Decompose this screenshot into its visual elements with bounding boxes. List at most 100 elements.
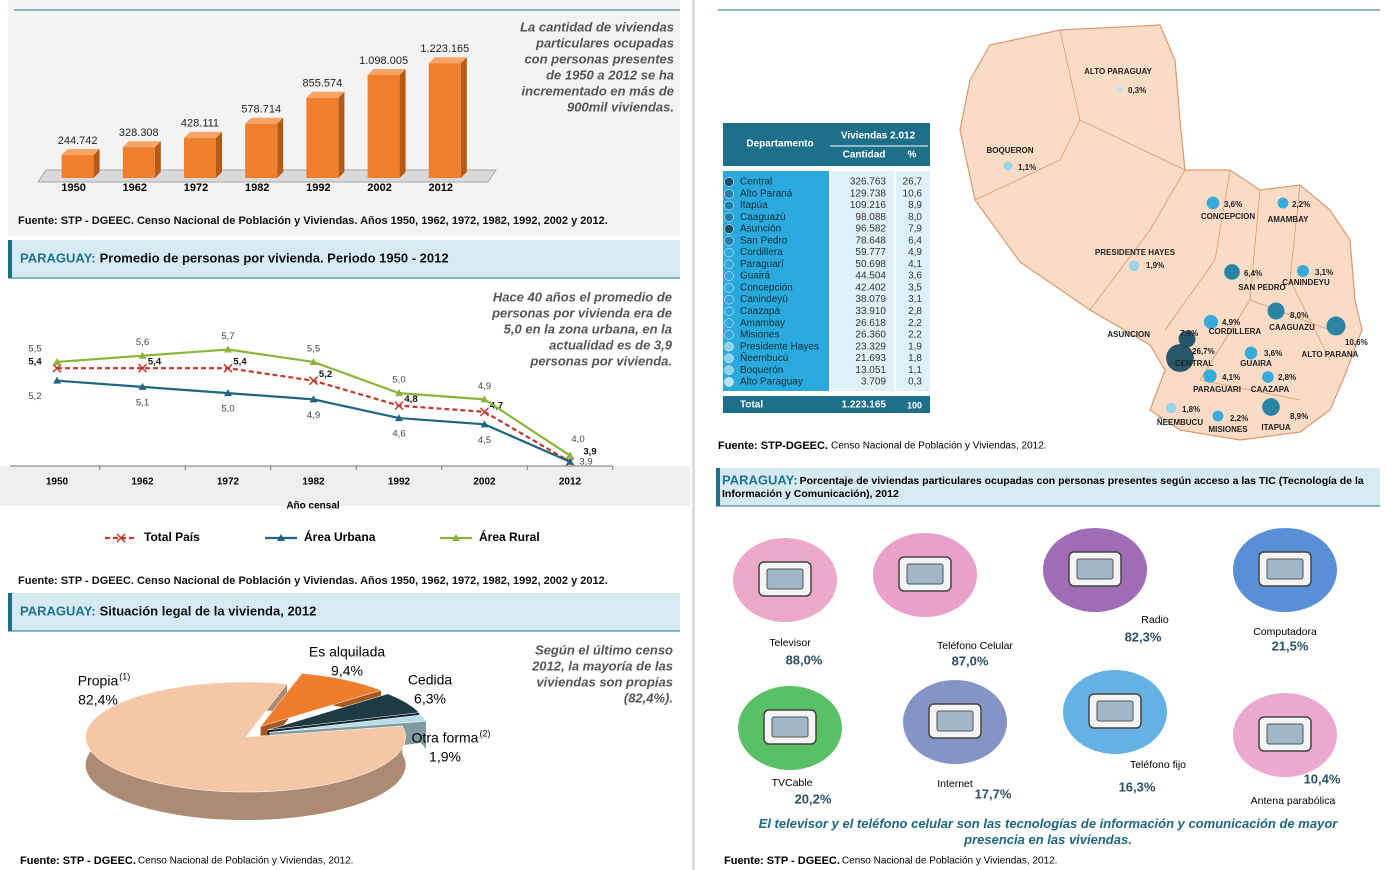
note: de 1950 a 2012 se ha: [546, 67, 674, 82]
bubble-value: 8,9%: [1290, 412, 1308, 421]
pie-label: Propia: [78, 673, 119, 689]
bubble-value: 2,8%: [1278, 373, 1296, 382]
bubble-value: 1,9%: [1146, 261, 1164, 270]
value-label: 5,0: [392, 375, 405, 386]
bubble-name: MISIONES: [1208, 425, 1248, 434]
bar: [367, 74, 400, 178]
marker: [138, 382, 147, 390]
bubble: [1212, 410, 1224, 422]
table-cell: 3,1: [908, 294, 922, 305]
chart-title: Situación legal de la vivienda, 2012: [100, 603, 317, 618]
bubble-value: 8,0%: [1290, 311, 1308, 320]
table-cell: 50.698: [855, 259, 886, 270]
x-tick-label: 2002: [367, 182, 391, 194]
table-cell: Itapúa: [740, 200, 768, 211]
bubble: [1262, 371, 1274, 383]
legend-marker: [277, 534, 285, 541]
legend-label: Área Rural: [479, 529, 540, 544]
bubble-value: 10,6%: [1345, 338, 1368, 347]
bubble: [1277, 197, 1289, 209]
source-label: Fuente: STP - DGEEC.: [724, 855, 840, 867]
value-label: 5,0: [221, 404, 234, 415]
value-label: 5,7: [221, 331, 234, 342]
table-cell: 33.910: [855, 306, 886, 317]
bar: [184, 137, 216, 178]
pie-label: Otra forma: [412, 730, 479, 746]
icon-screen: [1076, 558, 1114, 580]
banner-accent: [8, 240, 12, 278]
value-label: 4,6: [392, 429, 405, 440]
table-cell: Total: [740, 400, 763, 411]
source: Censo Nacional de Población y Viviendas,…: [842, 856, 1058, 867]
table-cell: San Pedro: [740, 235, 788, 246]
table-cell: Alto Paraguay: [740, 377, 803, 388]
value-label: 4,9: [478, 381, 491, 392]
bubble-name: SAN PEDRO: [1238, 283, 1286, 292]
table-cell: 13.051: [855, 365, 886, 376]
table-header: %: [908, 150, 917, 161]
marker: [480, 420, 489, 428]
value-label: 5,6: [136, 337, 149, 348]
table-cell: Alto Paraná: [740, 188, 793, 199]
pie-slice: [267, 693, 420, 731]
note: personas por vivienda.: [529, 353, 672, 368]
marker: [308, 376, 319, 386]
table-cell: 2,2: [908, 318, 922, 329]
chart-title: Promedio de personas por vivienda. Perio…: [100, 250, 449, 265]
row-dot: [724, 330, 734, 340]
banner-accent: [8, 593, 12, 631]
bubble: [1166, 344, 1194, 372]
item-name: Radio: [1141, 614, 1169, 626]
value-label: 1.223.165: [420, 43, 469, 55]
bubble-name: ÑEEMBUCU: [1157, 418, 1203, 427]
row-dot: [724, 212, 734, 223]
x-tick-label: 1992: [306, 182, 330, 194]
note: 900mil viviendas.: [567, 99, 674, 114]
marker: [566, 451, 574, 459]
pie-value-label: 6,3%: [414, 691, 446, 707]
table-cell: Boquerón: [740, 365, 783, 376]
value-label: 5,2: [28, 391, 41, 402]
bubble-value: 6,4%: [1244, 269, 1262, 278]
source: Fuente: STP - DGEEC. Censo Nacional de P…: [18, 215, 608, 227]
banner-accent: [716, 468, 720, 506]
conclusion: El televisor y el teléfono celular son l…: [758, 816, 1338, 847]
row-dot: [724, 224, 734, 234]
value-label: 4,0: [571, 434, 584, 445]
row-dot: [724, 377, 734, 387]
marker: [566, 457, 574, 465]
bubble-name: ALTO PARAGUAY: [1084, 67, 1152, 76]
marker: [395, 389, 403, 397]
bubble-name: AMAMBAY: [1267, 215, 1309, 224]
bar: [61, 155, 94, 178]
row-dot: [724, 236, 734, 246]
bar-side: [154, 141, 161, 178]
bubble-name: CAAGUAZU: [1269, 323, 1315, 332]
row-dot: [724, 294, 734, 305]
bubble-value: 3,6%: [1264, 349, 1282, 358]
marker: [309, 357, 318, 365]
note: Según el último censo: [535, 642, 673, 657]
x-tick-label: 1972: [217, 477, 240, 488]
item-value: 87,0%: [952, 653, 989, 668]
title-prefix: PARAGUAY:: [20, 603, 96, 618]
table-cell: 96.582: [855, 224, 886, 235]
table-cell: Guairá: [740, 271, 770, 282]
bar-top: [184, 131, 222, 138]
item-value: 17,7%: [975, 786, 1012, 801]
icon-screen: [1096, 700, 1134, 722]
value-label: 3,9: [579, 456, 592, 467]
value-label: 5,5: [307, 343, 320, 354]
bubble-name: GUAIRA: [1240, 359, 1272, 368]
bar-side: [216, 131, 222, 178]
x-axis-label: Año censal: [286, 501, 340, 512]
item-name: Antena parabólica: [1251, 795, 1336, 807]
x-tick-label: 1962: [123, 182, 147, 194]
marker: [53, 357, 61, 365]
bubble: [1178, 330, 1196, 348]
note: 2012, la mayoría de las: [531, 658, 673, 673]
marker: [223, 363, 233, 373]
x-tick-label: 1992: [388, 477, 411, 488]
bubble-value: 4,9%: [1222, 318, 1240, 327]
table-cell: 0,3: [908, 377, 922, 388]
